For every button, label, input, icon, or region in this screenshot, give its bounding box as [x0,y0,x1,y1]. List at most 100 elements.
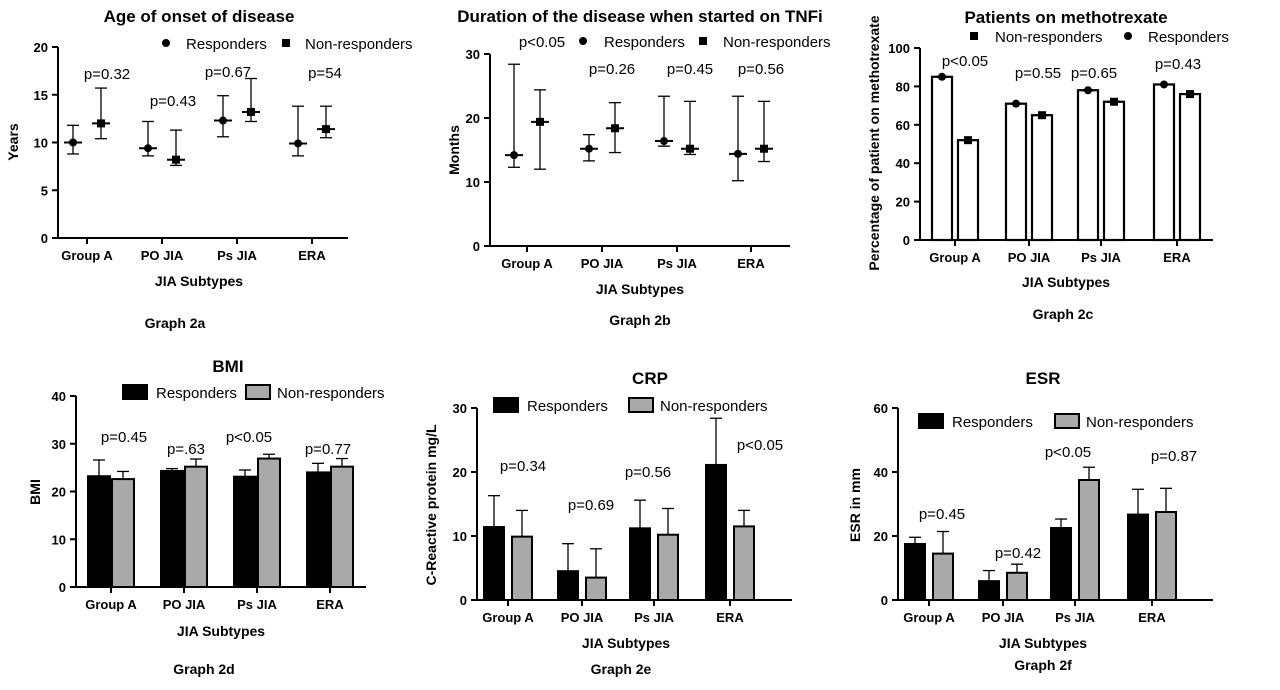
x-tick-label: ERA [298,248,326,263]
legend-marker-non-responders [628,397,654,413]
bar [1127,513,1149,601]
data-point [1110,97,1118,106]
chart-bmi: BMI BMI JIA Subtypes Graph 2d Responders… [27,357,385,677]
legend-label-non-responders: Non-responders [305,36,413,53]
data-point [585,144,593,153]
legend-label-responders: Responders [1148,29,1229,46]
y-tick-label: 20 [466,111,480,126]
legend-label-responders: Responders [604,34,685,51]
data-point [536,117,544,126]
bar [1030,114,1054,242]
data-point [1160,80,1168,89]
p-value: p=0.77 [305,441,351,458]
y-tick-label: 20 [52,485,66,500]
bar [1076,89,1100,242]
x-tick-label: Ps JIA [657,256,697,271]
x-tick-label: Ps JIA [217,248,257,263]
bar [87,475,111,588]
p-value: p<0.05 [519,34,565,51]
x-tick-label: Group A [85,597,137,612]
y-tick-label: 0 [41,231,48,246]
bar [978,580,1000,601]
x-tick-label: ERA [1138,610,1166,625]
y-tick-label: 40 [896,156,910,171]
p-value: p<0.05 [1045,444,1091,461]
x-tick-label: Group A [903,610,955,625]
p-value: p=0.45 [667,61,713,78]
p-value: p=.63 [167,441,205,458]
y-axis-label: Months [446,125,462,175]
bar [629,527,651,602]
x-tick-label: PO JIA [163,597,206,612]
x-tick-label: Group A [482,610,534,625]
y-tick-label: 20 [34,40,48,55]
x-axis-label: JIA Subtypes [596,281,684,297]
chart-title: Age of onset of disease [104,7,295,26]
data-point [938,72,946,81]
y-tick-label: 10 [453,529,467,544]
legend-marker-responders [122,384,148,400]
y-tick-label: 10 [466,175,480,190]
data-point [686,144,694,153]
legend-marker-responders [493,397,519,413]
data-point [510,151,518,160]
x-tick-label: Ps JIA [634,610,674,625]
legend: Non-responders Responders [970,29,1229,46]
p-value: p<0.05 [737,437,783,454]
chart-duration-tnfi: Duration of the disease when started on … [446,7,831,328]
bar [930,75,954,242]
bar [585,576,607,601]
legend: Responders Non-responders [918,413,1194,431]
legend-label-non-responders: Non-responders [995,29,1103,46]
bar [511,535,533,602]
bar [557,570,579,602]
legend-marker-non-responders [1054,413,1080,429]
data-point [611,124,619,133]
plot-area: 0 10 20 30 Group A PO JIA Ps JIA ERA [453,401,792,625]
y-tick-label: 0 [473,239,480,254]
p-values: p=0.45 p=0.42 p<0.05 p=0.87 [919,444,1197,562]
y-tick-label: 100 [888,41,910,56]
bar [160,469,184,588]
data-point [760,144,768,153]
p-values: p<0.05 p=0.55 p=0.65 p=0.43 [942,53,1201,82]
data-point [69,138,77,147]
x-tick-label: Ps JIA [1081,250,1121,265]
legend-label-responders: Responders [952,414,1033,431]
x-axis-label: JIA Subtypes [582,635,670,651]
y-axis-label: C-Reactive protein mg/L [423,424,439,585]
y-tick-label: 60 [874,401,888,416]
y-tick-label: 80 [896,79,910,94]
x-tick-label: Group A [501,256,553,271]
legend-label-responders: Responders [527,398,608,415]
y-tick-label: 30 [52,437,66,452]
chart-esr: ESR ESR in mm JIA Subtypes Graph 2f Resp… [847,369,1213,673]
legend-label-non-responders: Non-responders [277,385,385,402]
legend: Responders Non-responders [122,384,385,402]
legend: Responders Non-responders [493,397,768,415]
bar [904,543,926,601]
y-tick-label: 20 [453,465,467,480]
p-value: p=0.87 [1151,448,1197,465]
y-tick-label: 40 [874,465,888,480]
graph-label: Graph 2c [1033,306,1094,322]
x-tick-label: PO JIA [141,248,184,263]
legend-marker-responders [1124,32,1132,40]
bar [330,465,354,589]
legend-marker-non-responders [970,32,978,40]
x-tick-label: PO JIA [1008,250,1051,265]
legend-label-responders: Responders [156,385,237,402]
chart-title: ESR [1026,369,1061,388]
x-tick-label: PO JIA [581,256,624,271]
bar [705,463,727,601]
data-point [219,116,227,125]
chart-age-of-onset: Age of onset of disease Years JIA Subtyp… [5,7,413,331]
p-values: p=0.32 p=0.43 p=0.67 p=54 [84,64,342,110]
y-tick-label: 20 [896,195,910,210]
plot-area: 0 5 10 15 20 Group A PO JIA Ps JIA ERA [34,40,348,263]
x-tick-label: ERA [316,597,344,612]
p-value: p=0.65 [1071,65,1117,82]
y-axis-label: Percentage of patient on methotrexate [866,15,882,270]
p-value: p<0.05 [226,429,272,446]
x-tick-label: Group A [929,250,981,265]
